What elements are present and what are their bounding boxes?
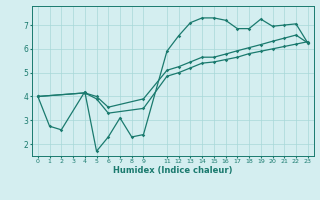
X-axis label: Humidex (Indice chaleur): Humidex (Indice chaleur) <box>113 166 233 175</box>
